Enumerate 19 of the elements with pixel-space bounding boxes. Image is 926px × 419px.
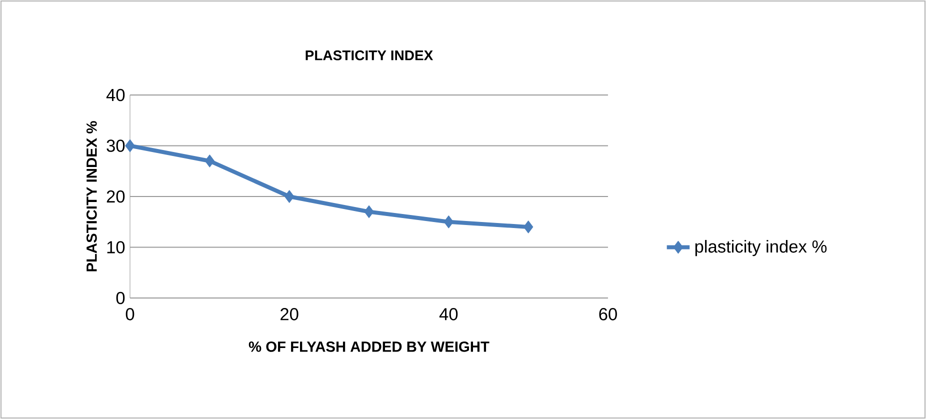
x-tick-label: 40 xyxy=(439,308,458,320)
y-tick-label: 40 xyxy=(106,88,125,102)
y-axis-title: PLASTICITY INDEX % xyxy=(86,121,97,272)
point xyxy=(284,190,294,203)
x-tick-label: 20 xyxy=(280,308,298,320)
y-tick-label: 30 xyxy=(106,140,125,152)
y-tick-label: 20 xyxy=(106,190,125,203)
x-tick-label: 60 xyxy=(599,308,617,320)
legend-label: plasticity index % xyxy=(695,240,827,256)
point xyxy=(204,154,214,168)
x-axis-title: % OF FLYASH ADDED BY WEIGHT xyxy=(248,341,490,352)
y-tick-label: 10 xyxy=(107,241,125,254)
point xyxy=(523,220,534,234)
point xyxy=(364,205,374,218)
point xyxy=(125,139,135,152)
chart-title: PLASTICITY INDEX xyxy=(306,50,434,60)
point xyxy=(444,216,454,228)
y-tick-label: 0 xyxy=(116,292,125,304)
x-tick-label: 0 xyxy=(126,308,134,320)
